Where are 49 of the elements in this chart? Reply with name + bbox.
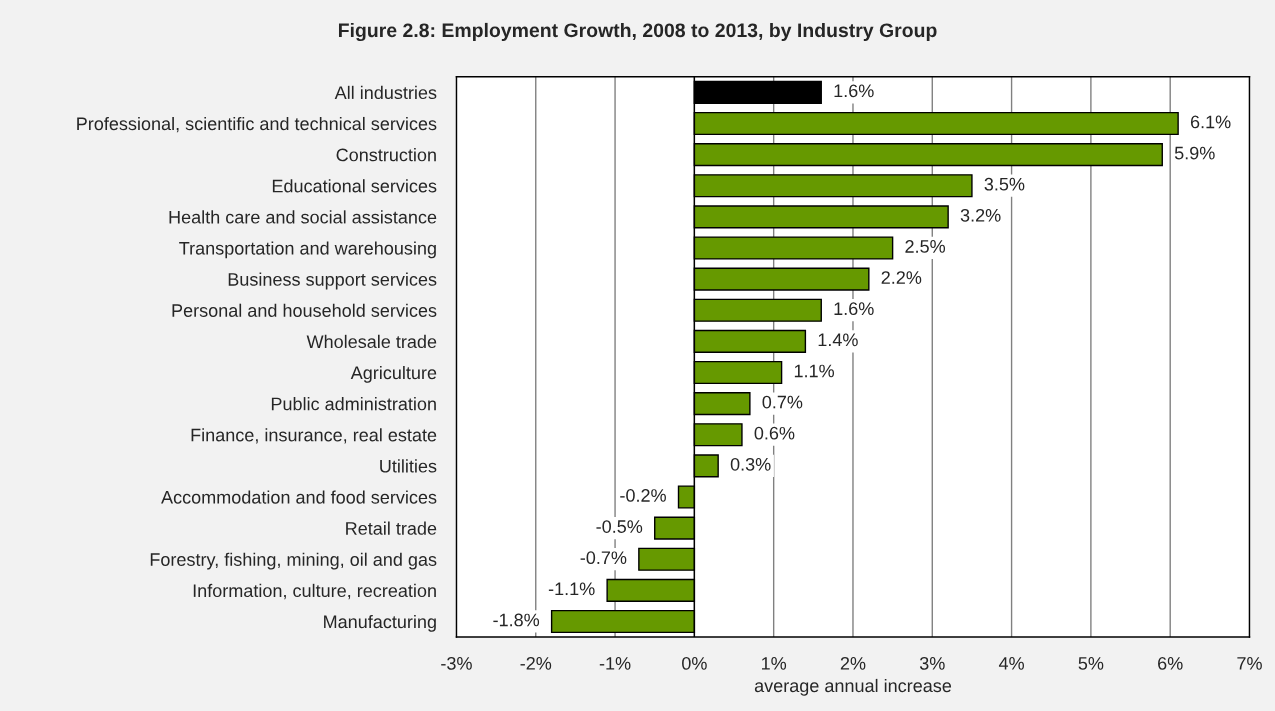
x-tick-label: 1% [762,657,787,670]
data-label: 0.3% [730,457,771,471]
data-label: -0.5% [596,520,643,533]
data-label: 2.5% [905,240,946,253]
x-tick-label: 2% [840,656,866,670]
x-tick-label: 5% [1078,657,1104,670]
x-axis-title: average annual increase [754,678,952,696]
y-tick-label: Retail trade [346,521,437,535]
data-label: 0.7% [762,395,803,409]
y-tick-label: Transportation and warehousing [179,241,436,259]
data-label: -0.2% [620,489,666,502]
x-tick-label: 7% [1237,657,1262,670]
y-tick-label: Construction [336,148,436,162]
data-label: 1.6% [834,84,874,98]
y-tick-label: Personal and household services [172,303,437,317]
data-label: 3.5% [984,177,1025,191]
y-tick-label: Educational services [272,179,437,193]
data-label: 1.1% [794,364,835,378]
data-label: -1.8% [493,613,540,627]
y-tick-label: Manufacturing [324,614,436,632]
y-tick-label: Business support services [228,272,437,290]
y-tick-label: Agriculture [350,365,437,383]
data-label: 2.2% [881,271,922,284]
data-label: 5.9% [1174,146,1215,160]
data-label: -0.7% [580,551,627,565]
x-tick-label: 3% [919,656,945,670]
data-label: 1.4% [818,333,858,347]
x-tick-label: 6% [1158,656,1183,670]
y-tick-label: Utilities [380,459,437,473]
y-tick-label: Professional, scientific and technical services [77,116,437,133]
x-tick-label: -1% [599,657,631,670]
data-label: 1.6% [834,302,874,316]
y-tick-label: Forestry, fishing, mining, oil and gas [150,552,437,570]
data-label: -1.1% [548,582,595,596]
data-label: 6.1% [1190,115,1231,129]
y-tick-label: Health care and social assistance [169,210,437,224]
y-tick-label: Accommodation and food services [161,490,437,504]
x-tick-label: 4% [998,657,1024,670]
x-tick-label: 0% [682,656,707,670]
data-label: 3.2% [960,208,1001,222]
chart-title: Figure 2.8: Employment Growth, 2008 to 2013, by Industry Group [338,22,937,42]
x-tick-label: -3% [441,656,472,670]
data-label: 0.6% [754,426,795,440]
y-tick-label: All industries [334,85,437,100]
x-tick-label: -2% [520,656,552,670]
y-tick-label: Finance, insurance, real estate [191,428,437,444]
y-tick-label: Information, culture, recreation [193,583,436,600]
y-tick-label: Wholesale trade [306,334,437,349]
y-tick-label: Public administration [271,397,436,411]
